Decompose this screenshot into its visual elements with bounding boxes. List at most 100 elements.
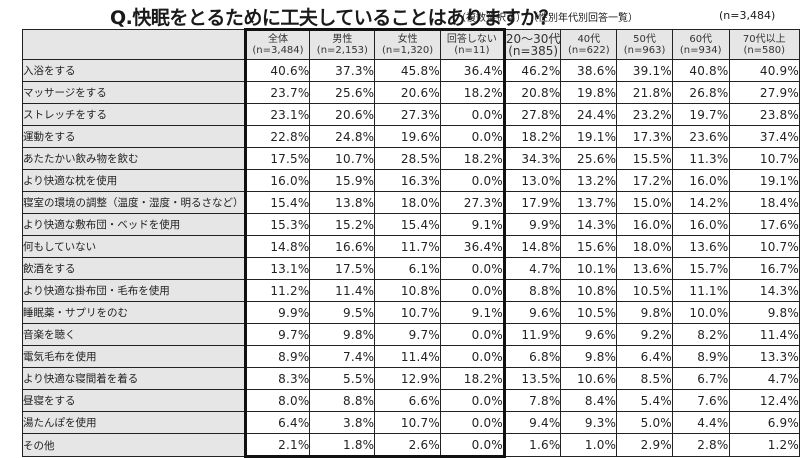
value-cell: 13.6% [616, 257, 673, 280]
value-cell: 40.9% [728, 59, 800, 82]
value-cell: 23.8% [728, 103, 800, 126]
value-cell: 10.0% [671, 301, 730, 324]
row-label: その他 [22, 433, 246, 457]
value-cell: 15.4% [243, 191, 311, 214]
table-row: 運動をする 22.8% 24.8% 19.6% 0.0% 18.2% 19.1% 17.3% 2… [22, 125, 800, 148]
value-cell: 11.1% [671, 279, 730, 302]
value-cell: 40.6% [243, 59, 311, 82]
value-cell: 11.4% [309, 279, 376, 302]
column-header-age-20-30s: 20～30代 (n=385) [503, 29, 562, 60]
value-cell: 9.4% [503, 411, 562, 434]
value-cell: 0.0% [439, 411, 506, 434]
value-cell: 5.5% [309, 367, 376, 390]
column-header-age-40s: 40代 (n=622) [560, 29, 618, 60]
value-cell: 18.0% [616, 235, 673, 258]
value-cell: 0.0% [439, 433, 506, 458]
row-label: より快適な敷布団・ベッドを使用 [22, 213, 246, 236]
table-row: 昼寝をする 8.0% 8.8% 6.6% 0.0% 7.8% 8.4% 5.4% 7.6% 12.… [22, 389, 800, 412]
results-table: 全体 (n=3,484) 男性 (n=2,153) 女性 (n=1,320) 回答しな… [22, 28, 800, 458]
row-label: 入浴をする [22, 59, 246, 82]
value-cell: 20.8% [503, 81, 562, 104]
value-cell: 40.8% [671, 59, 730, 82]
value-cell: 8.8% [309, 389, 376, 412]
value-cell: 15.6% [560, 235, 618, 258]
value-cell: 8.5% [616, 367, 673, 390]
value-cell: 25.6% [560, 147, 618, 170]
value-cell: 12.9% [374, 367, 441, 390]
header-row: 全体 (n=3,484) 男性 (n=2,153) 女性 (n=1,320) 回答しな… [22, 28, 800, 60]
value-cell: 8.3% [243, 367, 311, 390]
value-cell: 13.5% [503, 367, 562, 390]
value-cell: 19.1% [560, 125, 618, 148]
value-cell: 27.3% [374, 103, 441, 126]
row-label: ストレッチをする [22, 103, 246, 126]
column-header-age-50s: 50代 (n=963) [616, 29, 673, 60]
value-cell: 6.4% [243, 411, 311, 434]
value-cell: 6.8% [503, 345, 562, 368]
column-header-no-answer: 回答しない (n=11) [439, 28, 506, 60]
row-label: より快適な枕を使用 [22, 169, 246, 192]
value-cell: 14.8% [243, 235, 311, 258]
value-cell: 38.6% [560, 59, 618, 82]
row-label: 湯たんぽを使用 [22, 411, 246, 434]
value-cell: 2.9% [616, 433, 673, 457]
value-cell: 19.1% [728, 169, 800, 192]
value-cell: 16.0% [671, 213, 730, 236]
value-cell: 8.8% [503, 279, 562, 302]
value-cell: 9.9% [503, 213, 562, 236]
value-cell: 11.4% [728, 323, 800, 346]
value-cell: 4.7% [728, 367, 800, 390]
value-cell: 13.7% [560, 191, 618, 214]
row-label: 音楽を聴く [22, 323, 246, 346]
value-cell: 16.0% [243, 169, 311, 192]
value-cell: 7.8% [503, 389, 562, 412]
value-cell: 16.3% [374, 169, 441, 192]
value-cell: 17.6% [728, 213, 800, 236]
value-cell: 20.6% [374, 81, 441, 104]
value-cell: 7.4% [309, 345, 376, 368]
value-cell: 11.4% [374, 345, 441, 368]
value-cell: 0.0% [439, 389, 506, 412]
value-cell: 9.9% [243, 301, 311, 324]
value-cell: 26.8% [671, 81, 730, 104]
value-cell: 17.5% [309, 257, 376, 280]
value-cell: 23.2% [616, 103, 673, 126]
value-cell: 0.0% [439, 103, 506, 126]
value-cell: 8.9% [671, 345, 730, 368]
table-row: 音楽を聴く 9.7% 9.8% 9.7% 0.0% 11.9% 9.6% 9.2% 8.2% 11… [22, 323, 800, 346]
value-cell: 39.1% [616, 59, 673, 82]
value-cell: 11.9% [503, 323, 562, 346]
value-cell: 37.4% [728, 125, 800, 148]
value-cell: 13.6% [671, 235, 730, 258]
row-label: あたたかい飲み物を飲む [22, 147, 246, 170]
row-label: 何もしていない [22, 235, 246, 258]
value-cell: 10.7% [374, 411, 441, 434]
value-cell: 1.8% [309, 433, 376, 458]
value-cell: 0.0% [439, 323, 506, 346]
row-label: より快適な寝間着を着る [22, 367, 246, 390]
value-cell: 6.4% [616, 345, 673, 368]
value-cell: 34.3% [503, 147, 562, 170]
value-cell: 10.5% [560, 301, 618, 324]
value-cell: 4.4% [671, 411, 730, 434]
value-cell: 8.0% [243, 389, 311, 412]
value-cell: 27.9% [728, 81, 800, 104]
value-cell: 19.8% [560, 81, 618, 104]
value-cell: 3.8% [309, 411, 376, 434]
value-cell: 9.8% [309, 323, 376, 346]
value-cell: 25.6% [309, 81, 376, 104]
title-bar: Q.快眠をとるために工夫していることはありますか？ （複数選択可） （性別年代別… [0, 0, 800, 29]
table-row: より快適な枕を使用 16.0% 15.9% 16.3% 0.0% 13.0% 13.2% 17… [22, 169, 800, 192]
value-cell: 17.2% [616, 169, 673, 192]
value-cell: 14.3% [560, 213, 618, 236]
value-cell: 18.4% [728, 191, 800, 214]
value-cell: 17.3% [616, 125, 673, 148]
value-cell: 10.7% [309, 147, 376, 170]
value-cell: 36.4% [439, 235, 506, 258]
value-cell: 45.8% [374, 59, 441, 82]
value-cell: 9.5% [309, 301, 376, 324]
value-cell: 18.0% [374, 191, 441, 214]
value-cell: 9.7% [374, 323, 441, 346]
table-row: より快適な掛布団・毛布を使用 11.2% 11.4% 10.8% 0.0% 8.8% 10.… [22, 279, 800, 302]
row-label: 睡眠薬・サプリをのむ [22, 301, 246, 324]
